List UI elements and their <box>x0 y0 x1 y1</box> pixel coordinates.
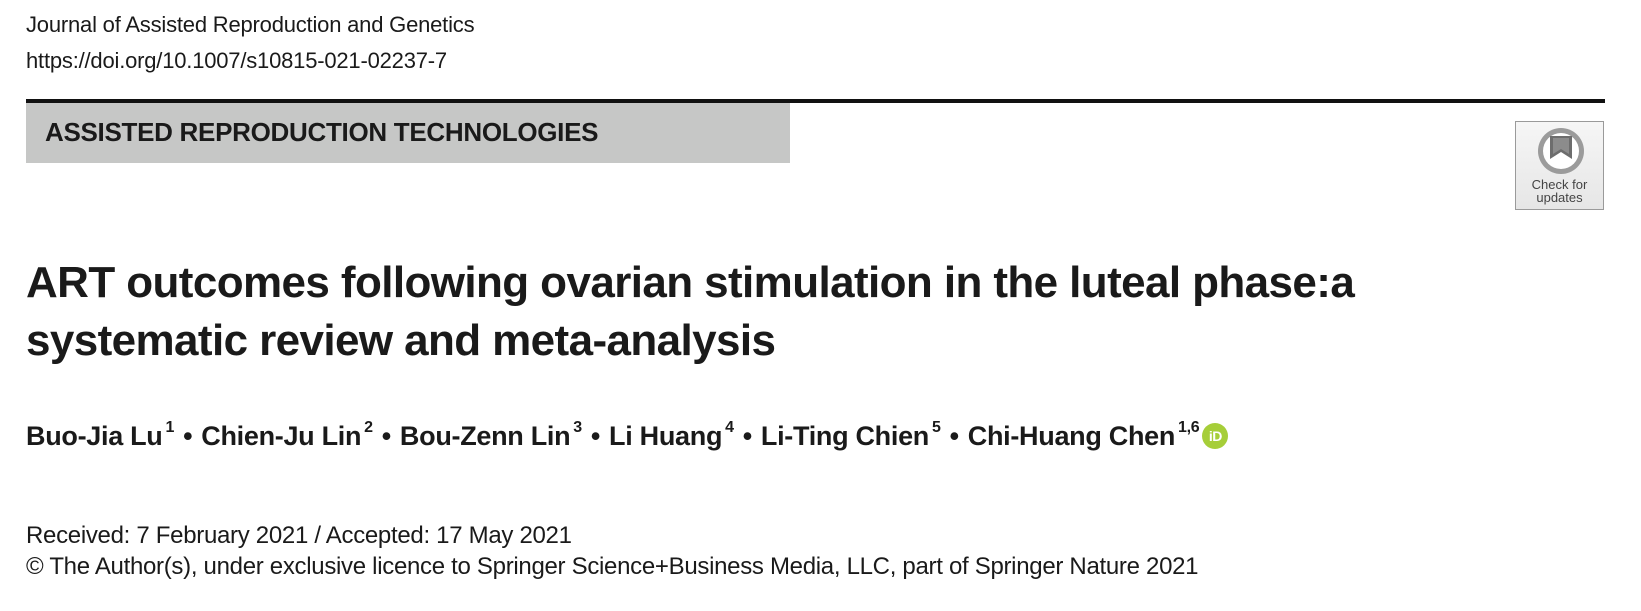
article-title: ART outcomes following ovarian stimulati… <box>26 254 1526 370</box>
check-for-updates-label-2: updates <box>1536 190 1583 205</box>
received-accepted-dates: Received: 7 February 2021 / Accepted: 17… <box>26 522 572 549</box>
journal-name: Journal of Assisted Reproduction and Gen… <box>26 12 475 37</box>
author-affiliation: 2 <box>364 419 373 436</box>
header-rule <box>26 99 1605 103</box>
check-for-updates-button[interactable]: Check for updates <box>1515 121 1604 210</box>
author-name[interactable]: Chi-Huang Chen <box>967 421 1176 451</box>
author-name[interactable]: Buo-Jia Lu <box>26 421 163 451</box>
section-banner: ASSISTED REPRODUCTION TECHNOLOGIES <box>26 103 790 163</box>
section-label: ASSISTED REPRODUCTION TECHNOLOGIES <box>45 117 599 147</box>
title-line-2: systematic review and meta-analysis <box>26 316 776 365</box>
copyright-notice: © The Author(s), under exclusive licence… <box>26 553 1199 580</box>
author-separator: • <box>381 421 391 451</box>
author-list: Buo-Jia Lu 1 • Chien-Ju Lin 2 • Bou-Zenn Lin 3 •… <box>26 419 1229 452</box>
author-separator: • <box>183 421 193 451</box>
author-separator: • <box>742 421 752 451</box>
author-name[interactable]: Chien-Ju Lin <box>201 421 362 451</box>
author-separator: • <box>590 421 601 451</box>
orcid-icon[interactable]: iD <box>1202 422 1229 449</box>
check-for-updates-label-1: Check for <box>1531 177 1588 192</box>
title-line-1: ART outcomes following ovarian stimulati… <box>26 258 1355 307</box>
author-affiliation: 5 <box>932 419 941 436</box>
author-name[interactable]: Li-Ting Chien <box>760 421 929 451</box>
author-affiliation: 1 <box>165 419 175 436</box>
crossmark-icon <box>1538 128 1584 174</box>
doi-link[interactable]: https://doi.org/10.1007/s10815-021-02237… <box>26 48 447 73</box>
author-separator: • <box>949 421 959 451</box>
author-affiliation: 4 <box>725 419 734 436</box>
author-affiliation: 1,6 <box>1178 419 1200 436</box>
author-affiliation: 3 <box>573 419 582 436</box>
author-name[interactable]: Bou-Zenn Lin <box>399 421 571 451</box>
author-name[interactable]: Li Huang <box>609 421 723 451</box>
